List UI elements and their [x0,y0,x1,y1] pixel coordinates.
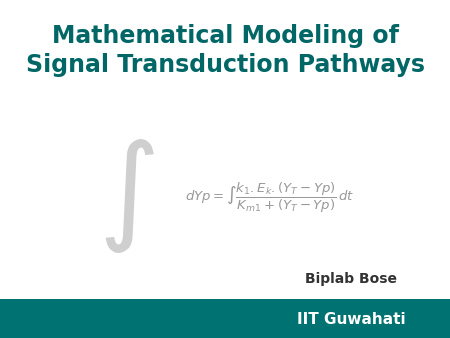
Text: Biplab Bose: Biplab Bose [305,272,397,286]
Text: $dYp = \int \dfrac{k_1 . E_k . (Y_T - Yp)}{K_{m1} + (Y_T - Yp)}\, dt$: $dYp = \int \dfrac{k_1 . E_k . (Y_T - Yp… [185,181,355,215]
Text: $\int$: $\int$ [98,137,154,255]
Text: IIT Guwahati: IIT Guwahati [297,312,405,327]
Text: Mathematical Modeling of
Signal Transduction Pathways: Mathematical Modeling of Signal Transduc… [26,24,424,77]
FancyBboxPatch shape [0,299,450,338]
